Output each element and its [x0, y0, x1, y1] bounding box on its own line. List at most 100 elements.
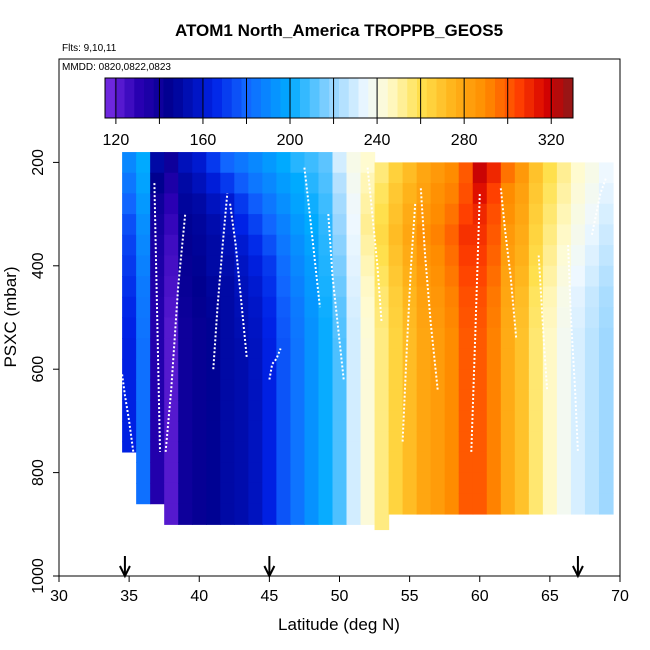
colorbar-segment	[387, 78, 398, 118]
heatmap-cell	[584, 245, 600, 267]
heatmap-cell	[556, 472, 572, 494]
heatmap-cell	[178, 503, 193, 525]
heatmap-cell	[500, 431, 516, 453]
heatmap-cell	[430, 183, 446, 205]
heatmap-cell	[248, 358, 263, 381]
heatmap-cell	[346, 400, 362, 422]
heatmap-cell	[220, 338, 235, 360]
heatmap-cell	[500, 203, 516, 226]
heatmap-cell	[444, 348, 460, 370]
heatmap-cell	[570, 327, 586, 350]
profile-line	[567, 245, 579, 452]
heatmap-cell	[206, 420, 221, 443]
colorbar-segment	[407, 78, 418, 118]
y-tick-label: 1000	[30, 558, 47, 594]
heatmap-cell	[458, 286, 474, 308]
heatmap-cell	[332, 503, 348, 525]
heatmap-cell	[584, 493, 600, 515]
colorbar-segment	[397, 78, 408, 118]
heatmap-cell	[248, 400, 263, 422]
heatmap-cell	[528, 286, 544, 308]
heatmap-cell	[472, 162, 488, 184]
colorbar-segment	[105, 78, 116, 118]
heatmap-cell	[178, 317, 193, 339]
heatmap-cell	[304, 193, 320, 215]
heatmap-cell	[332, 420, 348, 443]
colorbar-segment	[280, 78, 291, 118]
x-tick-label: 55	[401, 588, 419, 605]
heatmap-cell	[178, 276, 193, 298]
heatmap-cell	[570, 410, 586, 432]
heatmap-cell	[136, 193, 151, 215]
colorbar-segment	[309, 78, 320, 118]
heatmap-cell	[430, 265, 446, 288]
heatmap-cell	[318, 358, 334, 381]
heatmap-cell	[304, 503, 320, 525]
colorbar-segment	[534, 78, 545, 118]
heatmap-cell	[570, 265, 586, 288]
heatmap-cell	[220, 296, 235, 319]
heatmap-cell	[206, 172, 221, 195]
heatmap-cell	[206, 462, 221, 484]
heatmap-cell	[500, 472, 516, 494]
heatmap-cell	[178, 296, 193, 319]
arrow-head	[263, 565, 276, 579]
heatmap-cell	[248, 338, 263, 360]
heatmap-cell	[150, 420, 165, 443]
heatmap-cell	[164, 276, 179, 298]
heatmap-cell	[458, 410, 474, 432]
heatmap-cell	[136, 420, 151, 443]
heatmap-cell	[514, 369, 530, 391]
heatmap-cell	[458, 451, 474, 474]
heatmap-cell	[276, 379, 292, 401]
heatmap-cell	[290, 358, 306, 381]
chart-title: ATOM1 North_America TROPPB_GEOS5	[175, 21, 503, 40]
heatmap-cell	[290, 420, 306, 443]
heatmap-cell	[304, 420, 320, 443]
heatmap-cell	[332, 214, 348, 236]
heatmap-cell	[318, 441, 334, 463]
heatmap-cell	[192, 296, 207, 319]
heatmap-cell	[472, 327, 488, 350]
heatmap-cell	[388, 162, 404, 184]
heatmap-cell	[584, 265, 600, 288]
heatmap-cell	[262, 400, 277, 422]
flights-label: Flts: 9,10,11	[62, 43, 117, 54]
heatmap-cell	[304, 317, 320, 339]
heatmap-cell	[444, 224, 460, 246]
heatmap-cell	[458, 389, 474, 412]
heatmap-cell	[472, 183, 488, 205]
heatmap-cell	[332, 317, 348, 339]
heatmap-cell	[388, 493, 404, 515]
heatmap-cell	[416, 389, 432, 412]
heatmap-cell	[248, 234, 263, 257]
heatmap-cell	[304, 172, 320, 195]
heatmap-cell	[150, 441, 165, 463]
heatmap-cell	[598, 327, 614, 350]
heatmap-cell	[528, 472, 544, 494]
heatmap-cell	[290, 193, 306, 215]
flight-arrows	[119, 556, 584, 579]
heatmap-cell	[514, 265, 530, 288]
profile-line	[537, 255, 549, 390]
heatmap-cell	[360, 400, 376, 422]
heatmap-cell	[458, 431, 474, 453]
heatmap-cell	[416, 245, 432, 267]
profile-lines	[121, 167, 607, 453]
heatmap-cell	[122, 358, 137, 381]
heatmap-cell	[570, 451, 586, 474]
heatmap-cell	[570, 493, 586, 515]
y-axis-label: PSXC (mbar)	[1, 266, 20, 367]
heatmap-cell	[570, 369, 586, 391]
x-tick-label: 40	[190, 588, 208, 605]
heatmap-cell	[486, 162, 502, 184]
heatmap-cell	[304, 379, 320, 401]
heatmap-cell	[178, 214, 193, 236]
heatmap-cell	[444, 183, 460, 205]
heatmap-cell	[374, 203, 390, 226]
heatmap-cell	[430, 369, 446, 391]
heatmap-cell	[136, 152, 151, 174]
heatmap-cell	[262, 358, 277, 381]
heatmap-cell	[430, 348, 446, 370]
heatmap-cell	[584, 183, 600, 205]
